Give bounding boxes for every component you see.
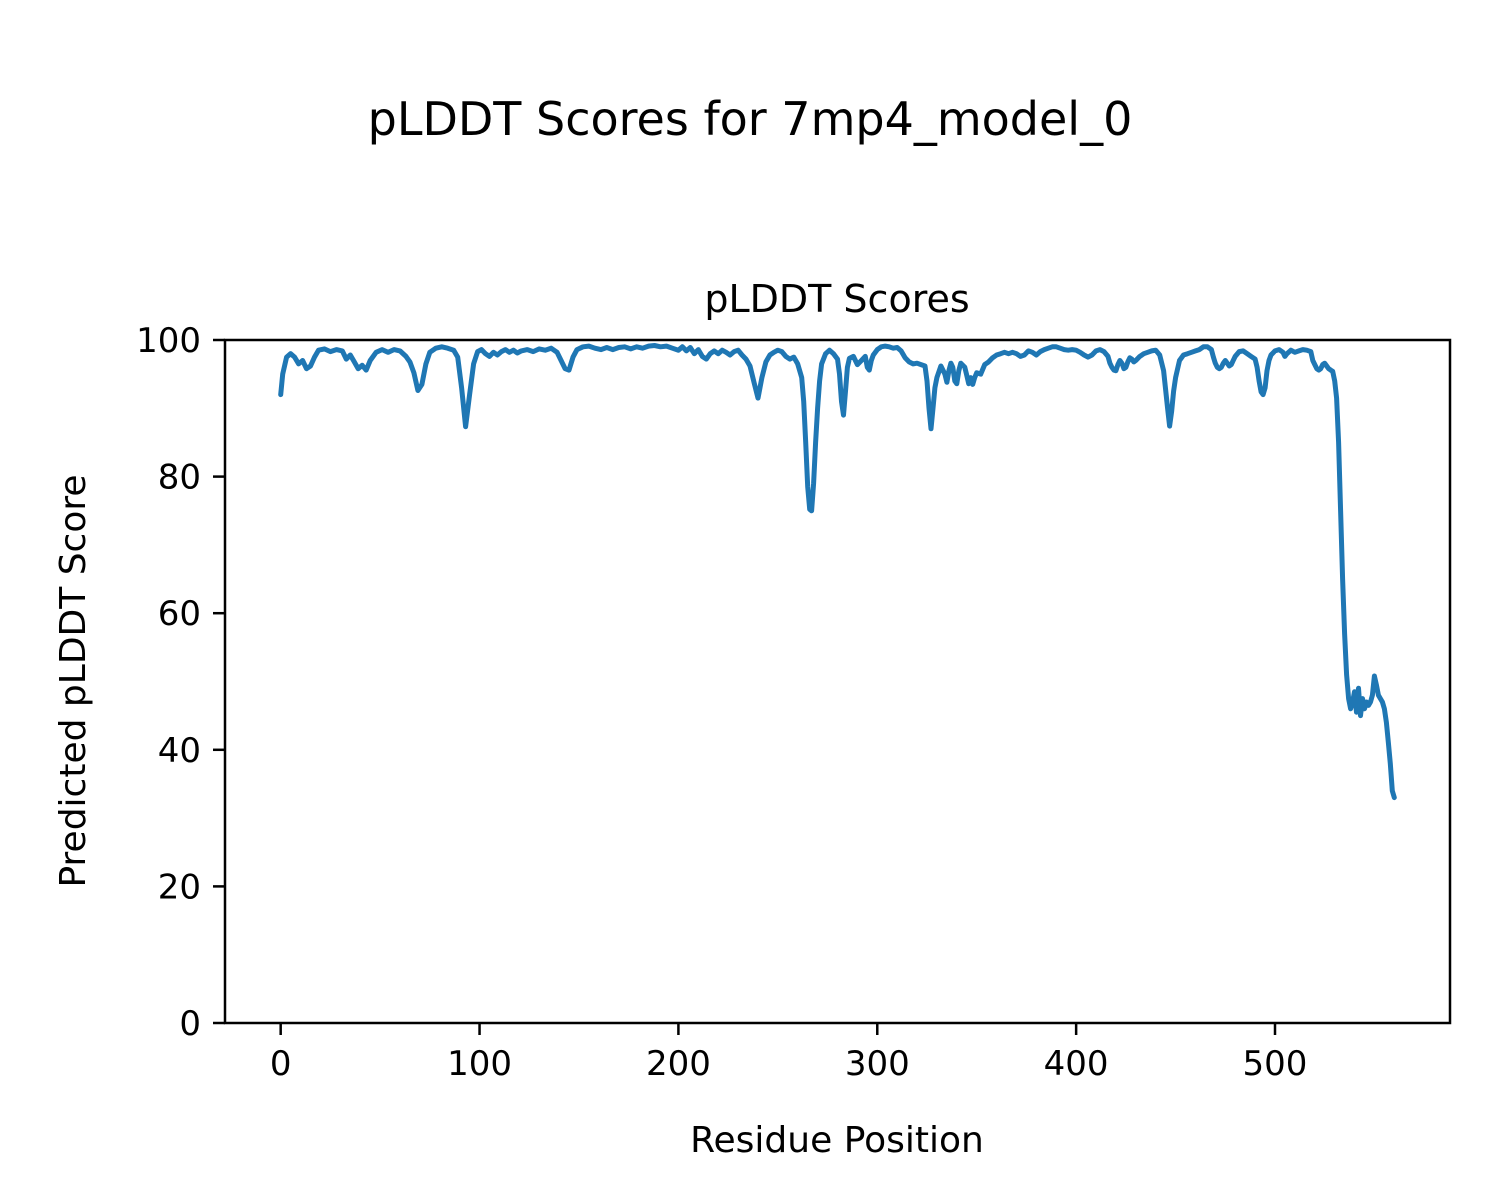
x-tick-label: 300 bbox=[845, 1044, 910, 1084]
x-ticks: 0 100 200 300 400 500 bbox=[270, 1023, 1308, 1084]
x-tick-label: 100 bbox=[447, 1044, 512, 1084]
x-tick-label: 200 bbox=[646, 1044, 711, 1084]
x-tick-label: 500 bbox=[1243, 1044, 1308, 1084]
x-tick-label: 400 bbox=[1044, 1044, 1109, 1084]
y-ticks: 0 20 40 60 80 100 bbox=[136, 321, 225, 1044]
y-tick-label: 80 bbox=[158, 458, 201, 498]
y-tick-label: 0 bbox=[179, 1004, 201, 1044]
x-tick-label: 0 bbox=[270, 1044, 292, 1084]
figure-suptitle: pLDDT Scores for 7mp4_model_0 bbox=[368, 92, 1133, 146]
y-tick-label: 20 bbox=[158, 867, 201, 907]
y-tick-label: 60 bbox=[158, 594, 201, 634]
plot-spines bbox=[223, 338, 1452, 1025]
plddt-line-series bbox=[278, 343, 1397, 801]
y-axis-label: Predicted pLDDT Score bbox=[53, 474, 94, 887]
axes-title: pLDDT Scores bbox=[704, 277, 969, 321]
y-tick-label: 40 bbox=[158, 731, 201, 771]
x-axis-label: Residue Position bbox=[690, 1120, 984, 1161]
y-tick-label: 100 bbox=[136, 321, 201, 361]
